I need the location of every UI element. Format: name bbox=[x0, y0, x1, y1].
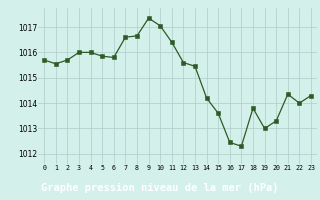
Text: Graphe pression niveau de la mer (hPa): Graphe pression niveau de la mer (hPa) bbox=[41, 183, 279, 193]
